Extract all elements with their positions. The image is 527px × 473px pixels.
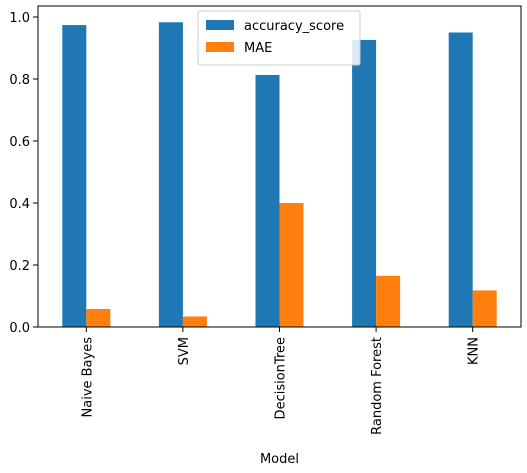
y-tick-label: 1.0 (9, 11, 30, 26)
y-tick-label: 0.2 (9, 259, 30, 274)
y-tick-label: 0.8 (9, 73, 30, 88)
bar-accuracy-score-random-forest (352, 39, 377, 327)
x-axis: Naive Bayes SVM DecisionTree Random Forest K… (80, 327, 482, 435)
y-tick-label: 0.0 (9, 321, 30, 336)
x-tick-label: Naive Bayes (80, 337, 95, 418)
x-tick-label: DecisionTree (274, 337, 289, 419)
x-tick-label: SVM (177, 337, 192, 365)
bar-mae-knn (472, 290, 497, 327)
y-tick-label: 0.4 (9, 197, 30, 212)
x-axis-label: Model (260, 452, 299, 467)
legend-label: accuracy_score (244, 19, 344, 34)
bars-layer (62, 22, 497, 328)
bar-accuracy-score-naive-bayes (62, 25, 87, 328)
bar-mae-svm (182, 316, 207, 327)
bar-accuracy-score-svm (158, 22, 183, 328)
bar-mae-naive-bayes (86, 309, 111, 327)
y-axis: 0.0 0.2 0.4 0.6 0.8 1.0 (9, 11, 38, 336)
x-tick-label: Random Forest (370, 337, 385, 435)
x-tick-label: KNN (467, 337, 482, 365)
bar-mae-random-forest (376, 275, 401, 327)
bar-mae-decisiontree (279, 203, 304, 327)
legend-swatch (206, 42, 234, 52)
legend-label: MAE (244, 41, 272, 56)
legend-box (197, 10, 361, 66)
y-tick-label: 0.6 (9, 135, 30, 150)
bar-accuracy-score-knn (448, 32, 473, 327)
bar-accuracy-score-decisiontree (255, 74, 280, 327)
legend-swatch (206, 20, 234, 30)
legend: accuracy_score MAE (197, 10, 361, 66)
